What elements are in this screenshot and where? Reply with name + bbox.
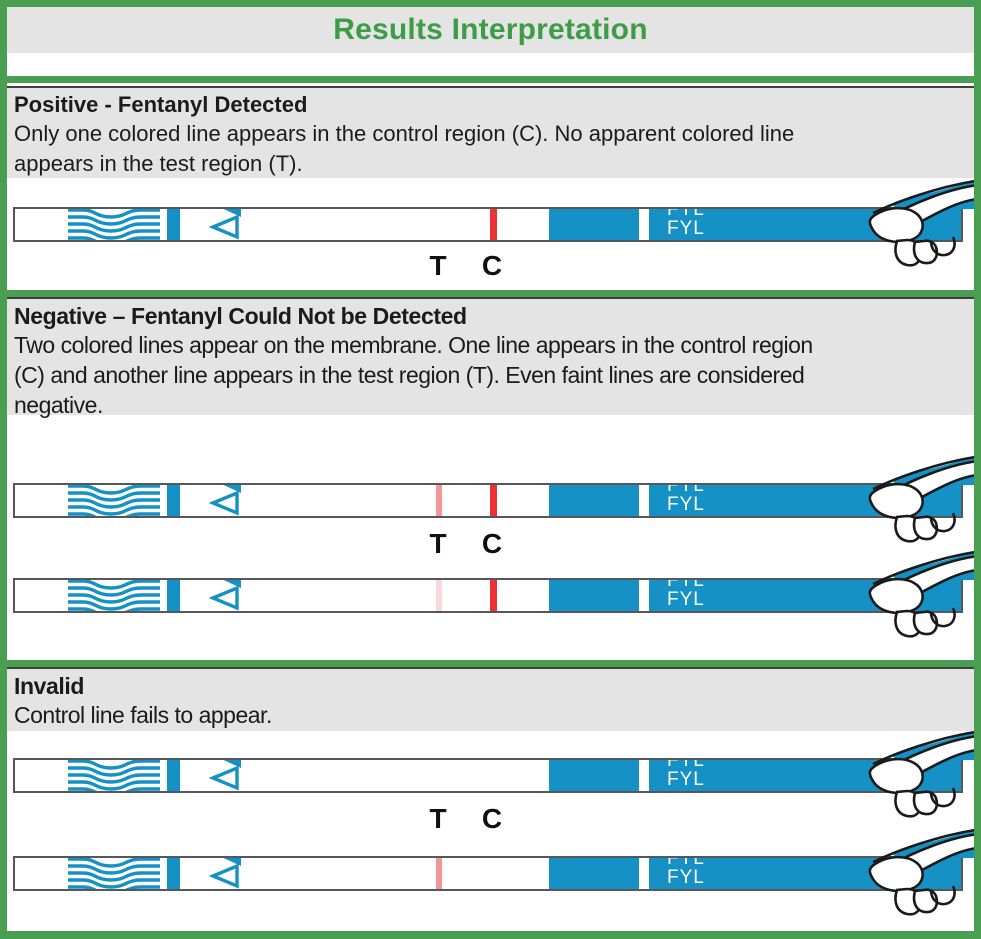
label-t: T [429, 250, 447, 281]
section-divider [0, 290, 981, 297]
wave-pattern-icon [68, 760, 160, 791]
positive-body-line: appears in the test region (T). [14, 151, 303, 176]
test-strip-invalid-t-only: FYL FYL [13, 856, 963, 891]
test-strip-positive: FYL FYL [13, 207, 963, 242]
hand-icon [853, 730, 978, 840]
section-positive-header: Positive - Fentanyl Detected Only one co… [7, 86, 974, 178]
arrow-triangles-icon [208, 760, 241, 791]
test-line [436, 485, 442, 516]
negative-heading: Negative – Fentanyl Could Not be Detecte… [14, 303, 467, 329]
wick-bar [167, 485, 180, 516]
fyl-label: FYL FYL [667, 760, 705, 790]
wick-bar [167, 760, 180, 791]
section-invalid-header: Invalid Control line fails to appear. [7, 667, 974, 731]
arrow-triangles-icon [208, 209, 241, 240]
pad-gap [639, 485, 649, 516]
wick-bar [167, 580, 180, 611]
control-line [490, 209, 497, 240]
negative-body-line: Two colored lines appear on the membrane… [14, 332, 813, 358]
wave-pattern-icon [68, 858, 160, 889]
pad-gap [639, 580, 649, 611]
hand-icon [853, 179, 978, 289]
invalid-body-line: Control line fails to appear. [14, 702, 272, 728]
positive-heading: Positive - Fentanyl Detected [14, 92, 308, 117]
page-title: Results Interpretation [333, 13, 648, 46]
control-line [490, 485, 497, 516]
fyl-label: FYL FYL [667, 858, 705, 888]
negative-body-line: (C) and another line appears in the test… [14, 362, 805, 388]
wave-pattern-icon [68, 580, 160, 611]
label-t: T [429, 528, 447, 559]
test-strip-invalid-no-lines: FYL FYL [13, 758, 963, 793]
test-line [436, 858, 442, 889]
hand-icon [853, 828, 978, 938]
label-c: C [481, 528, 503, 559]
wave-pattern-icon [68, 485, 160, 516]
test-strip-negative: FYL FYL [13, 483, 963, 518]
hand-icon [853, 550, 978, 660]
frame-border-bottom [0, 931, 981, 939]
test-line [436, 580, 442, 611]
label-t: T [429, 803, 447, 834]
frame-border-right [974, 0, 981, 939]
tc-labels: T C [0, 803, 981, 837]
invalid-heading: Invalid [14, 673, 85, 699]
wave-pattern-icon [68, 209, 160, 240]
section-divider [0, 76, 981, 83]
fyl-label: FYL FYL [667, 580, 705, 610]
frame-border-top [0, 0, 981, 7]
pad-gap [639, 760, 649, 791]
tc-labels: T C [0, 528, 981, 562]
label-c: C [481, 250, 503, 281]
section-divider [0, 660, 981, 667]
fyl-label: FYL FYL [667, 485, 705, 515]
arrow-triangles-icon [208, 485, 241, 516]
frame-border-left [0, 0, 7, 939]
arrow-triangles-icon [208, 580, 241, 611]
wick-bar [167, 858, 180, 889]
pad-gap [639, 858, 649, 889]
positive-body-line: Only one colored line appears in the con… [14, 121, 795, 146]
test-strip-negative-faint: FYL FYL [13, 578, 963, 613]
title-bar: Results Interpretation [7, 7, 974, 53]
pad-gap [639, 209, 649, 240]
arrow-triangles-icon [208, 858, 241, 889]
fyl-label: FYL FYL [667, 209, 705, 239]
control-line [490, 580, 497, 611]
section-negative-header: Negative – Fentanyl Could Not be Detecte… [7, 297, 974, 418]
tc-labels: T C [0, 250, 981, 284]
hand-icon [853, 455, 978, 565]
negative-body-line: negative. [14, 392, 103, 418]
wick-bar [167, 209, 180, 240]
label-c: C [481, 803, 503, 834]
